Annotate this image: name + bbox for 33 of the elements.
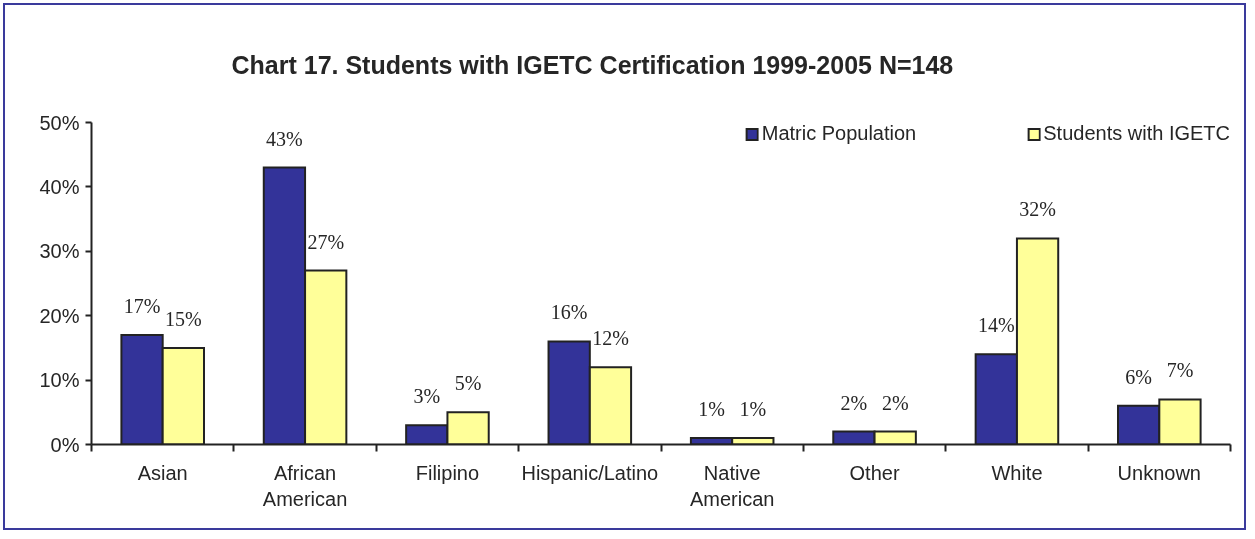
y-tick-label: 30% — [39, 240, 80, 263]
data-label: 32% — [1019, 198, 1056, 221]
data-label: 2% — [881, 391, 909, 414]
legend-label: Students with IGETC — [1043, 122, 1230, 145]
x-tick-label: Other — [849, 461, 900, 484]
chart-title: Chart 17. Students with IGETC Certification 1999-2005 N=148 — [231, 51, 954, 79]
x-tick-label: Asian — [137, 461, 188, 484]
x-tick-label: Unknown — [1117, 461, 1202, 484]
data-label: 7% — [1166, 359, 1194, 382]
y-tick-label: 20% — [39, 304, 80, 327]
data-label: 15% — [165, 307, 202, 330]
y-tick-label: 40% — [39, 175, 80, 198]
y-tick-label: 50% — [39, 111, 80, 134]
data-label: 43% — [266, 127, 303, 150]
data-label: 3% — [413, 385, 441, 408]
data-label: 16% — [550, 301, 588, 324]
x-tick-label: Filipino — [415, 461, 480, 484]
legend-label: Matric Population — [761, 122, 917, 145]
data-label: 12% — [592, 327, 629, 350]
x-tick-label: White — [991, 461, 1043, 484]
y-tick-label: 10% — [39, 369, 80, 392]
x-tick-label: Hispanic/Latino — [521, 461, 659, 484]
data-label: 27% — [307, 230, 345, 253]
data-label: 17% — [123, 295, 161, 318]
data-label: 1% — [698, 398, 725, 421]
x-tick-label: African American — [262, 461, 348, 510]
data-label: 14% — [977, 314, 1015, 337]
data-label: 1% — [739, 398, 767, 421]
data-label: 5% — [454, 372, 482, 395]
y-tick-label: 0% — [50, 433, 80, 456]
x-tick-label: Native American — [689, 461, 775, 510]
data-label: 6% — [1125, 365, 1153, 388]
data-label: 2% — [840, 391, 868, 414]
